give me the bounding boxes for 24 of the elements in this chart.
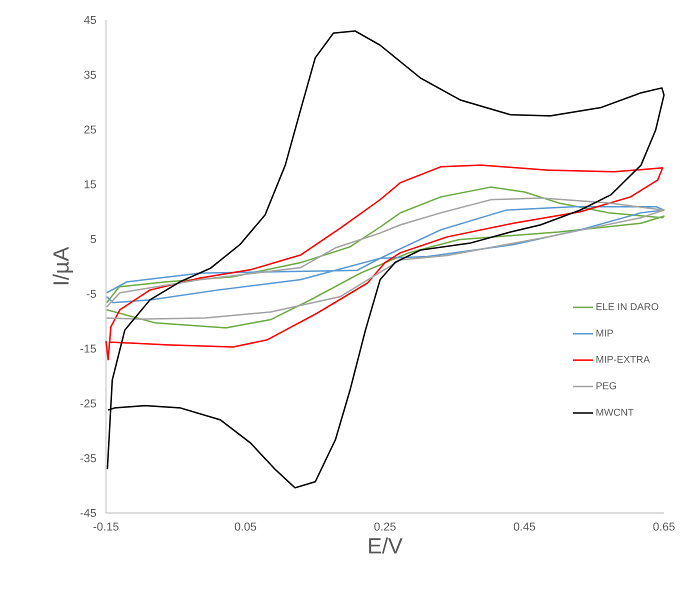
y-tick-label: 15 <box>84 180 96 188</box>
y-tick-label: 5 <box>90 235 96 244</box>
y-tick-label: -35 <box>80 454 96 462</box>
x-tick-label: 0.25 <box>374 522 396 531</box>
x-tick-label: 0.05 <box>234 522 256 531</box>
legend-label: MIP <box>596 330 613 336</box>
x-axis-title: E/V <box>369 537 403 554</box>
y-axis-title: I/µA <box>52 246 74 284</box>
legend-label: PEG <box>596 382 616 390</box>
line-series <box>106 30 665 489</box>
y-tick-label: 45 <box>84 16 96 24</box>
y-tick-label: -15 <box>80 344 96 353</box>
y-tick-label: -45 <box>80 509 96 517</box>
legend-label: MWCNT <box>596 408 634 416</box>
x-tick-label: 0.65 <box>653 522 675 531</box>
legend-label: MIP-EXTRA <box>596 356 650 363</box>
y-tick-label: 35 <box>84 70 96 79</box>
y-tick-label: -5 <box>86 290 96 298</box>
y-tick-label: -25 <box>80 399 96 408</box>
y-tick-label: 25 <box>84 126 96 134</box>
x-tick-label: 0.45 <box>514 522 536 531</box>
x-tick-label: -0.15 <box>93 522 119 531</box>
legend-label: ELE IN DARO <box>596 303 658 310</box>
line-series <box>106 206 665 304</box>
